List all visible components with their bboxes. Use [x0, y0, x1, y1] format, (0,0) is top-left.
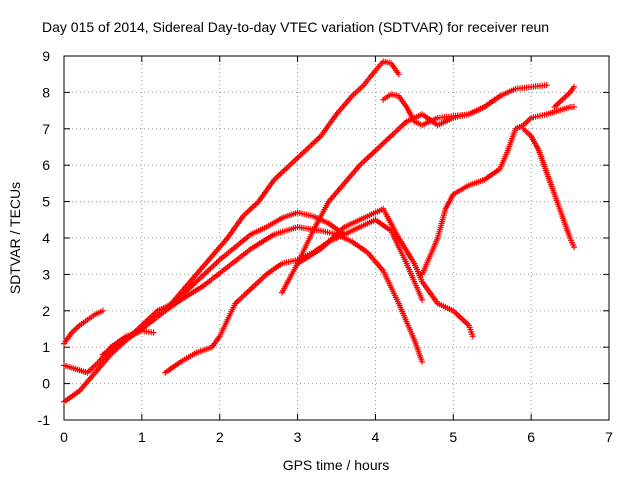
series-markers	[162, 224, 426, 365]
series-markers	[99, 58, 402, 358]
series-arc-01	[61, 307, 106, 347]
series-arc-12	[551, 83, 577, 110]
x-tick-label: 3	[294, 429, 302, 445]
x-tick-label: 4	[372, 429, 380, 445]
series-markers	[551, 83, 577, 110]
y-tick-label: 1	[42, 339, 50, 355]
series-markers	[520, 125, 577, 251]
series-arc-03	[61, 209, 348, 405]
series-arc-11	[520, 125, 577, 251]
series-arc-05	[162, 216, 426, 376]
y-tick-label: 9	[42, 48, 50, 64]
y-tick-label: 2	[42, 303, 50, 319]
series-arc-08	[294, 205, 476, 340]
x-tick-label: 2	[216, 429, 224, 445]
series-markers	[294, 205, 476, 340]
x-tick-label: 0	[60, 429, 68, 445]
y-tick-label: 5	[42, 194, 50, 210]
series-arc-10	[419, 104, 577, 278]
y-tick-label: 0	[42, 376, 50, 392]
series-arc-06	[162, 224, 426, 365]
data-series	[61, 58, 577, 405]
series-arc-09	[380, 91, 503, 129]
y-axis-label: SDTVAR / TECUs	[7, 182, 23, 294]
y-tick-label: 6	[42, 157, 50, 173]
series-markers	[61, 307, 106, 347]
x-axis-label: GPS time / hours	[283, 457, 390, 473]
y-tick-label: 7	[42, 121, 50, 137]
y-tick-label: 4	[42, 230, 50, 246]
axis-ticks: 0 1 2 3 4 5 6 7 -1 0 1 2 3 4 5 6 7 8 9	[38, 48, 614, 445]
x-tick-label: 5	[449, 429, 457, 445]
y-tick-label: 3	[42, 266, 50, 282]
y-tick-label: -1	[38, 412, 51, 428]
series-markers	[162, 216, 426, 376]
series-markers	[380, 91, 503, 129]
series-markers	[419, 104, 577, 278]
y-tick-label: 8	[42, 84, 50, 100]
series-markers	[61, 209, 348, 405]
x-tick-label: 7	[605, 429, 613, 445]
chart-title: Day 015 of 2014, Sidereal Day-to-day VTE…	[42, 19, 549, 35]
x-tick-label: 6	[527, 429, 535, 445]
x-tick-label: 1	[138, 429, 146, 445]
series-arc-04	[99, 58, 402, 358]
